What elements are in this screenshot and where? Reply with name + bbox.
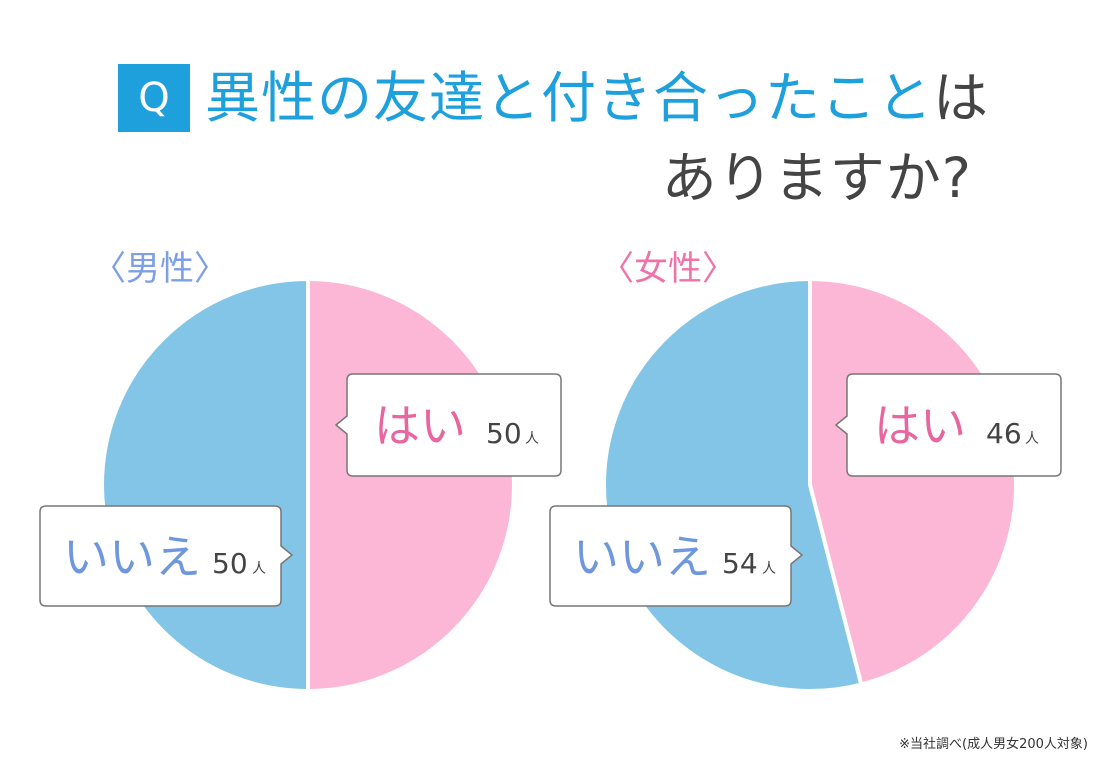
female-callout-no: いいえ 54 人 xyxy=(549,505,804,607)
female-callout-no-box xyxy=(549,505,804,607)
male-yes-value: 50 xyxy=(486,417,522,450)
footnote: ※当社調べ(成人男女200人対象) xyxy=(899,737,1088,752)
female-yes-unit: 人 xyxy=(1025,431,1039,447)
female-no-unit: 人 xyxy=(762,561,776,577)
female-yes-label: はい xyxy=(874,399,966,453)
male-no-value: 50 xyxy=(212,547,248,580)
male-callout-no-box xyxy=(39,505,294,607)
female-callout-yes: はい 46 人 xyxy=(834,373,1062,477)
question-badge: Q xyxy=(118,64,190,132)
male-chart: 〈男性〉 はい 50 人 いいえ 50 人 xyxy=(39,249,562,694)
male-no-label: いいえ xyxy=(63,530,201,584)
male-yes-label: はい xyxy=(374,399,466,453)
male-callout-yes: はい 50 人 xyxy=(334,373,562,477)
female-no-label: いいえ xyxy=(573,530,711,584)
male-slice-no xyxy=(100,276,310,694)
question-title-line2: ありますか? xyxy=(661,146,972,210)
female-callout-yes-box xyxy=(834,373,1062,477)
female-chart-title: 〈女性〉 xyxy=(600,249,736,289)
male-no-unit: 人 xyxy=(252,561,266,577)
male-callout-no: いいえ 50 人 xyxy=(39,505,294,607)
male-slice-yes xyxy=(306,276,516,694)
male-yes-unit: 人 xyxy=(525,431,539,447)
question-title-line1: 異性の友達と付き合ったことは xyxy=(205,58,989,138)
male-chart-title: 〈男性〉 xyxy=(92,249,228,289)
male-callout-yes-box xyxy=(334,373,562,477)
female-yes-value: 46 xyxy=(986,417,1022,450)
female-no-value: 54 xyxy=(722,547,758,580)
question-title-highlight: 異性の友達と付き合ったこと xyxy=(205,66,934,130)
question-title-rest: は xyxy=(933,66,990,130)
female-chart: 〈女性〉 はい 46 人 いいえ 54 人 xyxy=(549,249,1062,693)
